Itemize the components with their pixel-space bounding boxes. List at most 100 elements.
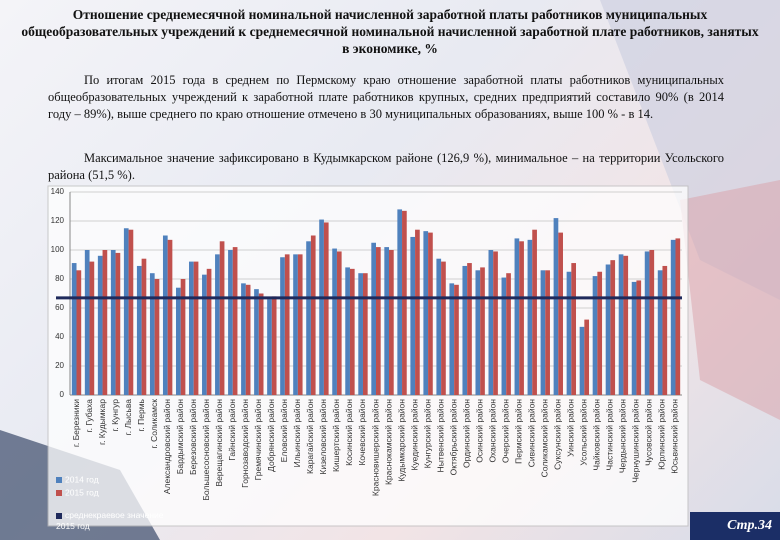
bar — [71, 263, 77, 395]
bar — [271, 296, 277, 395]
bar — [189, 261, 194, 395]
x-tick-label: Гайнский район — [227, 399, 237, 461]
y-tick-label: 20 — [55, 361, 64, 370]
bar — [623, 255, 629, 395]
bar — [162, 235, 168, 395]
x-tick-label: Очерский район — [500, 399, 510, 463]
x-tick-label: Усольский район — [579, 399, 589, 466]
bar — [558, 232, 563, 395]
x-tick-label: г. Соликамск — [149, 399, 159, 449]
bar — [449, 283, 455, 395]
bar — [545, 270, 550, 395]
bar — [644, 251, 650, 395]
bar — [397, 209, 403, 395]
x-tick-label: г. Лысьва — [123, 399, 133, 436]
x-tick-label: Юрлинский район — [657, 399, 667, 470]
bar — [297, 254, 303, 395]
x-tick-label: Чердынский район — [618, 399, 628, 473]
x-tick-label: Нытвенский район — [435, 399, 445, 473]
legend-label: 2014 год — [65, 474, 99, 484]
bar — [128, 229, 134, 395]
bar — [454, 284, 459, 395]
legend-label: среднекраевое значение 2015 год — [56, 510, 164, 531]
bar — [436, 258, 442, 395]
bar — [540, 270, 546, 395]
bar — [462, 265, 468, 395]
bar — [519, 241, 524, 395]
bar — [670, 239, 676, 395]
bar — [467, 263, 472, 395]
legend-label-line: 2015 год — [56, 521, 90, 531]
bar — [415, 229, 420, 395]
bar — [110, 250, 116, 395]
x-tick-label: Горнозаводский район — [240, 399, 250, 488]
bar — [566, 271, 572, 395]
bar — [254, 289, 259, 395]
y-tick-label: 60 — [55, 303, 64, 312]
x-tick-label: г. Кудымкар — [97, 399, 107, 445]
bar — [149, 273, 155, 395]
legend-swatch — [56, 513, 62, 519]
x-tick-label: Юсьвинский район — [670, 399, 680, 474]
paragraph: По итогам 2015 года в среднем по Пермско… — [48, 73, 724, 121]
bar — [636, 280, 642, 395]
bar — [202, 274, 207, 395]
x-tick-label: Краснокамский район — [383, 399, 393, 485]
bar — [605, 264, 611, 395]
bar — [657, 270, 663, 395]
bar — [532, 229, 537, 395]
bar — [293, 254, 298, 395]
x-tick-label: Березовский район — [188, 399, 198, 475]
y-tick-label: 120 — [51, 216, 65, 225]
x-tick-label: Карагайский район — [305, 399, 315, 474]
x-tick-label: Косинский район — [344, 399, 354, 466]
x-tick-label: Куединский район — [409, 399, 419, 471]
bar — [136, 265, 142, 395]
bar — [423, 231, 429, 395]
x-tick-label: Гремячинский район — [253, 399, 263, 481]
bar — [102, 250, 108, 395]
bar — [76, 270, 82, 395]
y-tick-label: 140 — [51, 187, 65, 196]
x-tick-label: Чернушинский район — [631, 399, 641, 483]
bar — [193, 261, 199, 395]
bar — [631, 281, 637, 395]
bar — [371, 242, 376, 395]
bar — [592, 276, 598, 395]
bar — [584, 319, 590, 395]
bar — [245, 284, 251, 395]
y-tick-label: 0 — [60, 390, 65, 399]
bar — [306, 241, 311, 395]
bar — [480, 267, 485, 395]
bar — [376, 247, 381, 395]
bar — [241, 283, 246, 395]
bar — [597, 271, 603, 395]
x-tick-label: Кунгурский район — [422, 399, 432, 469]
bar — [284, 254, 290, 395]
x-tick-label: Кизеловский район — [318, 399, 328, 475]
bar — [154, 279, 160, 395]
bar — [258, 293, 264, 395]
x-tick-label: Пермский район — [513, 399, 523, 464]
x-tick-label: Оханский район — [487, 399, 497, 463]
bar — [362, 273, 368, 395]
bar — [232, 247, 238, 395]
bar — [662, 265, 668, 395]
x-tick-label: Осинский район — [474, 399, 484, 463]
bar — [384, 247, 390, 395]
x-tick-label: Чайковский район — [592, 399, 602, 471]
x-tick-label: Еловский район — [279, 399, 289, 463]
slide-title: Отношение среднемесячной номинальной нач… — [21, 7, 759, 56]
bar — [675, 238, 681, 395]
x-tick-label: г. Кунгур — [110, 399, 120, 432]
bar — [267, 299, 272, 395]
bar — [389, 250, 394, 395]
x-tick-label: Добрянский район — [266, 399, 276, 472]
y-tick-label: 40 — [55, 332, 64, 341]
legend-label-line: среднекраевое значение — [65, 510, 164, 520]
x-tick-label: Уинский район — [566, 399, 576, 457]
bar — [310, 235, 316, 395]
bar — [345, 267, 350, 395]
